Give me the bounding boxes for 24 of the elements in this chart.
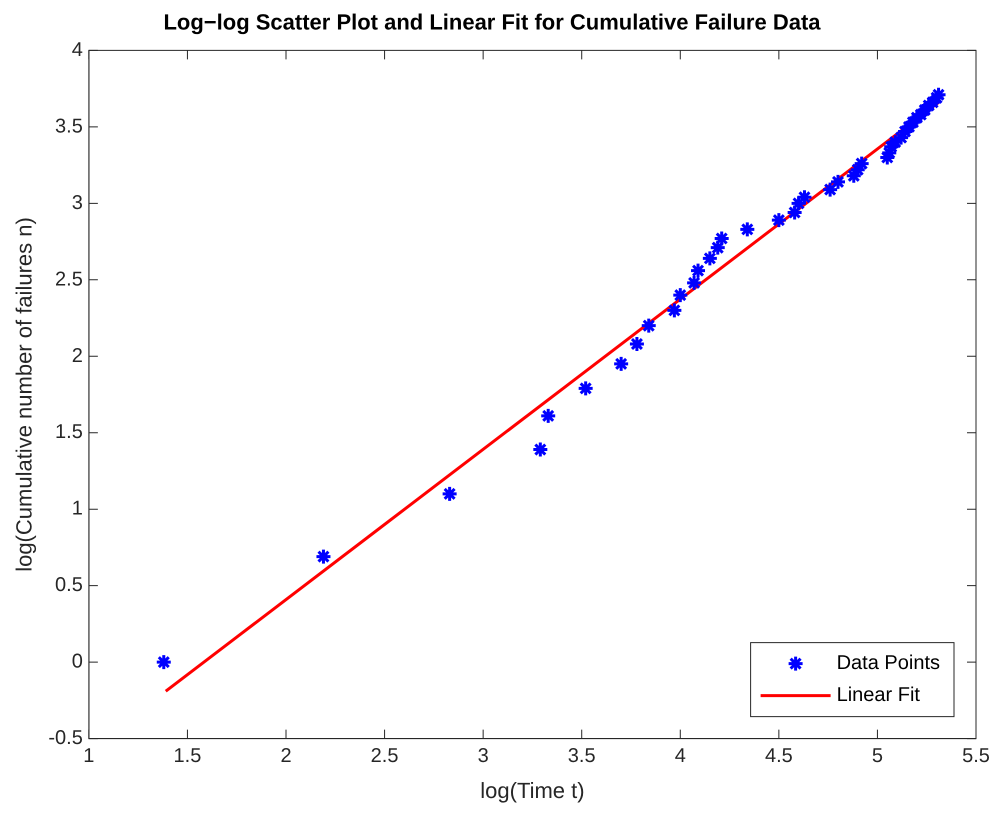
y-tick-label: 3.5 xyxy=(55,115,83,138)
x-tick-label: 2.5 xyxy=(370,745,398,768)
y-tick-label: -0.5 xyxy=(48,727,83,750)
x-tick-label: 4.5 xyxy=(764,745,793,768)
legend-label: Linear Fit xyxy=(836,684,920,706)
chart-title: Log−log Scatter Plot and Linear Fit for Cumulative Failure Data xyxy=(163,9,822,34)
x-tick-label: 4 xyxy=(674,745,686,768)
x-tick-label: 5.5 xyxy=(962,745,990,768)
y-tick-label: 1 xyxy=(72,498,83,520)
y-tick-label: 0.5 xyxy=(55,574,83,596)
y-tick-label: 2 xyxy=(72,344,83,367)
x-axis-title: log(Time t) xyxy=(480,778,585,803)
y-tick-label: 1.5 xyxy=(55,421,83,444)
y-tick-label: 2.5 xyxy=(55,268,83,290)
y-axis-title: log(Cumulative number of failures n) xyxy=(11,217,36,572)
y-tick-label: 4 xyxy=(72,38,83,61)
x-tick-label: 5 xyxy=(872,745,883,768)
y-tick-label: 0 xyxy=(72,650,83,673)
legend-label: Data Points xyxy=(836,652,940,674)
x-tick-label: 1.5 xyxy=(174,745,202,768)
x-tick-label: 3 xyxy=(478,745,489,768)
x-tick-label: 3.5 xyxy=(568,745,596,768)
y-tick-label: 3 xyxy=(72,192,83,214)
x-tick-label: 2 xyxy=(280,745,292,768)
